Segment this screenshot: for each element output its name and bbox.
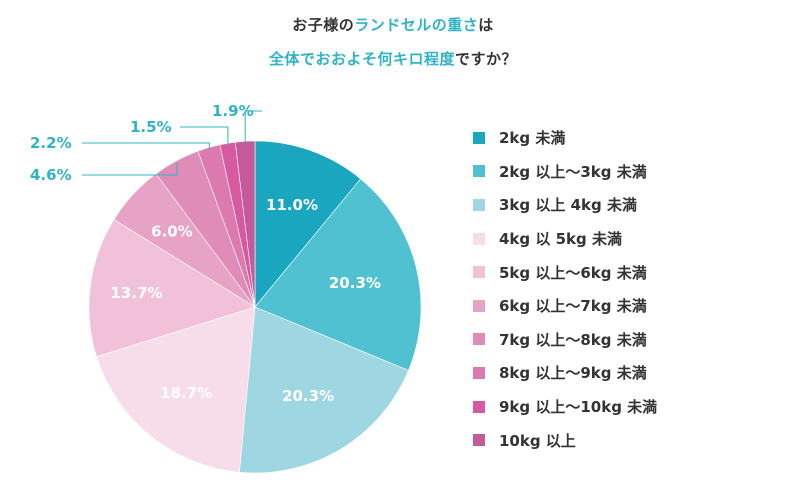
legend-swatch — [473, 232, 485, 245]
title-part-highlight: ランドセルの重さ — [354, 16, 479, 34]
pie-slice-1 — [254, 140, 362, 308]
slice-value-label: 20.3% — [329, 274, 381, 292]
slice-value-label: 11.0% — [266, 196, 318, 214]
legend-label: 3kg 以上 4kg 未満 — [499, 196, 637, 215]
title-part: は — [478, 16, 494, 34]
leader-line — [82, 142, 210, 150]
legend-item: 2kg 以上～3kg 未満 — [473, 155, 657, 189]
legend-swatch — [473, 165, 485, 178]
slice-value-label-outside: 1.9% — [212, 102, 254, 120]
pie-slice-3 — [239, 306, 409, 474]
pie-slice-5 — [88, 219, 256, 358]
legend-item: 4kg 以 5kg 未満 — [473, 222, 657, 256]
title-part: ですか？ — [455, 50, 518, 68]
legend-swatch — [473, 434, 485, 447]
legend-item: 6kg 以上～7kg 未満 — [473, 289, 657, 323]
pie-slice-4 — [96, 306, 256, 473]
chart-title-line-1: お子様のランドセルの重さは — [0, 14, 786, 35]
leader-line — [180, 126, 229, 146]
leader-line — [244, 110, 262, 144]
legend-label: 10kg 以上 — [499, 431, 576, 450]
legend-swatch — [473, 299, 485, 312]
slice-value-label: 13.7% — [110, 284, 162, 302]
legend-item: 2kg 未満 — [473, 121, 657, 155]
legend-label: 2kg 未満 — [499, 129, 566, 148]
legend-swatch — [473, 266, 485, 279]
legend-item: 5kg 以上～6kg 未満 — [473, 255, 657, 289]
legend-label: 8kg 以上～9kg 未満 — [499, 364, 647, 383]
slice-value-label: 18.7% — [160, 384, 212, 402]
legend-swatch — [473, 131, 485, 144]
slice-value-label: 6.0% — [151, 223, 193, 241]
legend-label: 4kg 以 5kg 未満 — [499, 230, 622, 249]
chart-legend: 2kg 未満 2kg 以上～3kg 未満 3kg 以上 4kg 未満 4kg 以 5k… — [473, 121, 657, 457]
slice-value-label: 20.3% — [282, 387, 334, 405]
legend-swatch — [473, 198, 485, 211]
slice-value-label-outside: 2.2% — [30, 134, 72, 152]
legend-item: 7kg 以上～8kg 未満 — [473, 323, 657, 357]
legend-swatch — [473, 366, 485, 379]
legend-label: 7kg 以上～8kg 未満 — [499, 330, 647, 349]
legend-item: 3kg 以上 4kg 未満 — [473, 188, 657, 222]
legend-swatch — [473, 333, 485, 346]
slice-value-label-outside: 1.5% — [130, 118, 172, 136]
legend-swatch — [473, 400, 485, 413]
legend-label: 9kg 以上～10kg 未満 — [499, 398, 658, 417]
legend-label: 5kg 以上～6kg 未満 — [499, 263, 647, 282]
legend-label: 6kg 以上～7kg 未満 — [499, 297, 647, 316]
title-part-highlight: 全体でおおよそ何キロ程度 — [268, 50, 455, 68]
legend-item: 9kg 以上～10kg 未満 — [473, 390, 657, 424]
slice-value-label-outside: 4.6% — [30, 166, 72, 184]
chart-title-line-2: 全体でおおよそ何キロ程度ですか？ — [0, 48, 786, 69]
pie-slice-2 — [254, 178, 422, 371]
legend-label: 2kg 以上～3kg 未満 — [499, 162, 647, 181]
legend-item: 8kg 以上～9kg 未満 — [473, 356, 657, 390]
title-part: お子様の — [292, 16, 355, 34]
leader-line — [82, 162, 178, 176]
legend-item: 10kg 以上 — [473, 423, 657, 457]
